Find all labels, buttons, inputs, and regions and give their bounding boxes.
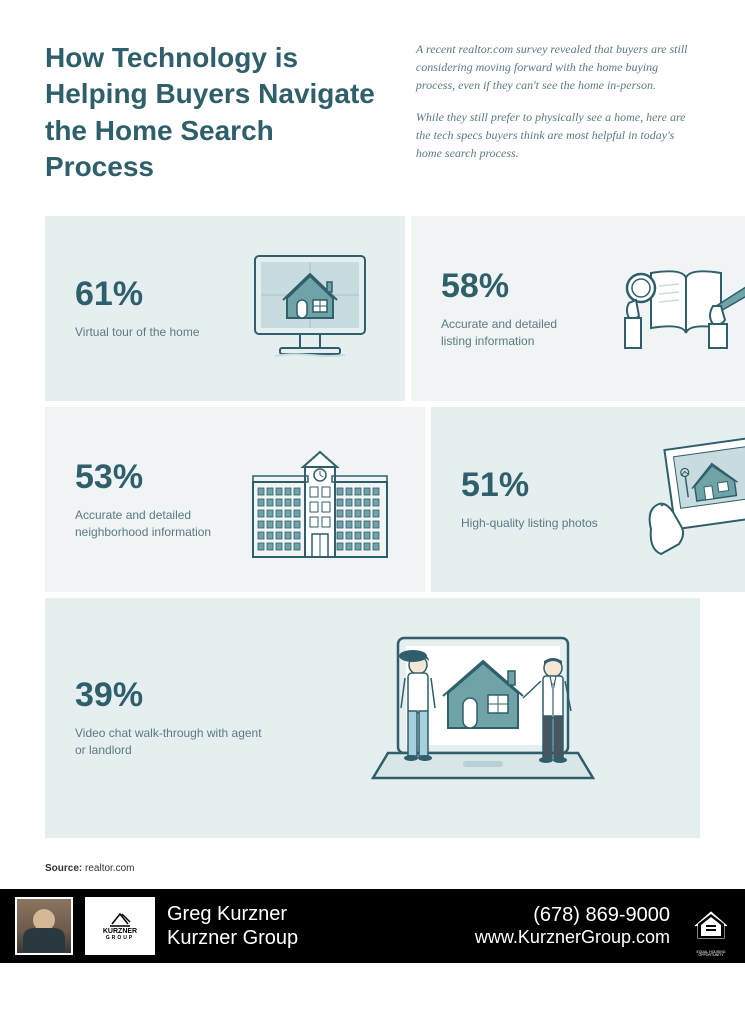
stat-label: High-quality listing photos [461, 515, 611, 532]
website-url: www.KurznerGroup.com [475, 927, 670, 948]
footer-bar: KURZNER GROUP Greg Kurzner Kurzner Group… [0, 889, 745, 963]
agent-info: Greg Kurzner Kurzner Group [167, 902, 463, 950]
stat-label: Accurate and detailed neighborhood infor… [75, 507, 225, 541]
logo-text-top: KURZNER [103, 928, 137, 935]
infographic-page: How Technology is Helping Buyers Navigat… [0, 0, 745, 963]
stat-percentage: 61% [75, 275, 225, 314]
agent-avatar [15, 897, 73, 955]
source-line: Source: realtor.com [0, 838, 745, 889]
company-logo: KURZNER GROUP [85, 897, 155, 955]
stat-card-photos: 51% High-quality listing photos [431, 407, 745, 592]
stat-percentage: 39% [75, 676, 275, 715]
stat-card-virtual-tour: 61% Virtual tour of the home [45, 216, 405, 401]
intro-paragraph-1: A recent realtor.com survey revealed tha… [416, 40, 700, 94]
eho-label: EQUAL HOUSING OPPORTUNITY [692, 951, 730, 958]
building-icon [245, 432, 395, 567]
stat-label: Video chat walk-through with agent or la… [75, 725, 275, 759]
photo-hand-icon [631, 434, 745, 564]
contact-info: (678) 869-9000 www.KurznerGroup.com [475, 903, 670, 948]
source-value: realtor.com [85, 863, 134, 874]
stat-card-listing-info: 58% Accurate and detailed listing inform… [411, 216, 745, 401]
source-label: Source: [45, 863, 82, 874]
monitor-house-icon [245, 248, 375, 368]
stat-percentage: 53% [75, 458, 225, 497]
stat-card-video-chat: 39% Video chat walk-through with agent o… [45, 598, 700, 838]
header: How Technology is Helping Buyers Navigat… [0, 0, 745, 216]
stats-grid: 61% Virtual tour of the home [0, 216, 745, 838]
agent-name: Greg Kurzner [167, 902, 463, 926]
stat-percentage: 58% [441, 267, 591, 306]
grid-row-2: 53% Accurate and detailed neighborhood i… [45, 407, 700, 592]
card-text: 51% High-quality listing photos [461, 466, 611, 532]
intro-paragraph-2: While they still prefer to physically se… [416, 108, 700, 162]
grid-row-1: 61% Virtual tour of the home [45, 216, 700, 401]
page-title: How Technology is Helping Buyers Navigat… [45, 40, 386, 186]
company-name: Kurzner Group [167, 926, 463, 950]
phone-number: (678) 869-9000 [475, 903, 670, 927]
intro-text: A recent realtor.com survey revealed tha… [416, 40, 700, 186]
stat-label: Virtual tour of the home [75, 324, 225, 341]
grid-row-3: 39% Video chat walk-through with agent o… [45, 598, 700, 838]
stat-percentage: 51% [461, 466, 611, 505]
book-magnifier-icon [611, 248, 745, 368]
equal-housing-icon: EQUAL HOUSING OPPORTUNITY [692, 907, 730, 945]
card-text: 39% Video chat walk-through with agent o… [75, 676, 275, 759]
logo-text-bottom: GROUP [106, 935, 134, 941]
stat-card-neighborhood: 53% Accurate and detailed neighborhood i… [45, 407, 425, 592]
card-text: 58% Accurate and detailed listing inform… [441, 267, 591, 350]
card-text: 61% Virtual tour of the home [75, 275, 225, 341]
stat-label: Accurate and detailed listing informatio… [441, 316, 591, 350]
laptop-people-icon [295, 623, 670, 813]
card-text: 53% Accurate and detailed neighborhood i… [75, 458, 225, 541]
